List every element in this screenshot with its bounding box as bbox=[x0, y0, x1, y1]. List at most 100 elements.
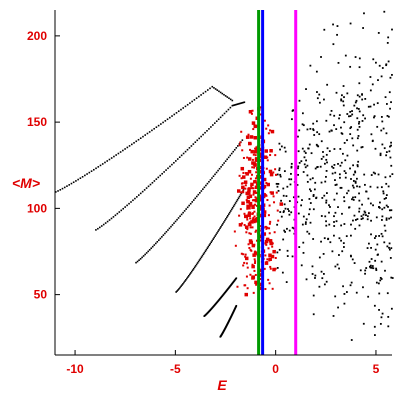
scatter-point bbox=[325, 170, 328, 172]
curve-point bbox=[227, 213, 230, 215]
scatter-point bbox=[316, 144, 319, 147]
red-point bbox=[243, 214, 248, 219]
scatter-point bbox=[369, 76, 372, 78]
scatter-point bbox=[383, 206, 386, 209]
scatter-point bbox=[374, 334, 376, 336]
red-point bbox=[249, 204, 252, 207]
scatter-point bbox=[358, 185, 361, 188]
scatter-point bbox=[350, 281, 353, 284]
red-point bbox=[255, 149, 258, 152]
red-point bbox=[236, 285, 239, 288]
red-point bbox=[241, 201, 245, 206]
red-point bbox=[246, 199, 250, 204]
curve-point bbox=[79, 177, 82, 179]
scatter-point bbox=[325, 192, 328, 194]
red-point bbox=[248, 232, 251, 235]
scatter-point bbox=[372, 204, 374, 207]
curve-point bbox=[171, 163, 173, 166]
scatter-point bbox=[304, 166, 307, 169]
scatter-point bbox=[284, 231, 286, 233]
scatter-point bbox=[389, 156, 392, 159]
scatter-point bbox=[308, 188, 311, 191]
curve-point bbox=[236, 103, 239, 106]
scatter-point bbox=[334, 184, 337, 186]
curve-point bbox=[122, 207, 124, 210]
scatter-point bbox=[318, 93, 321, 96]
red-point bbox=[253, 199, 256, 202]
curve-point bbox=[144, 134, 147, 136]
curve-point bbox=[143, 189, 146, 191]
scatter-point bbox=[318, 285, 321, 288]
scatter-point bbox=[345, 235, 348, 238]
curve-point bbox=[220, 225, 222, 228]
scatter-point bbox=[323, 162, 326, 165]
scatter-point bbox=[290, 162, 293, 165]
curve-point bbox=[241, 139, 244, 141]
red-point bbox=[250, 173, 253, 176]
curve-point bbox=[239, 194, 242, 196]
scatter-point bbox=[315, 143, 318, 146]
scatter-point bbox=[301, 112, 304, 115]
scatter-point bbox=[378, 64, 381, 67]
curve-point bbox=[211, 85, 214, 88]
scatter-point bbox=[297, 195, 300, 198]
scatter-point bbox=[358, 82, 361, 85]
red-point bbox=[248, 239, 253, 243]
curve-point bbox=[230, 152, 233, 155]
curve-point bbox=[226, 214, 229, 217]
scatter-point bbox=[345, 291, 348, 293]
scatter-point bbox=[379, 152, 382, 155]
scatter-point bbox=[290, 165, 293, 168]
scatter-point bbox=[377, 32, 380, 34]
scatter-point bbox=[305, 88, 307, 91]
curve-point bbox=[186, 277, 188, 280]
red-point bbox=[242, 156, 245, 159]
scatter-point bbox=[279, 148, 281, 151]
curve-point bbox=[147, 250, 149, 253]
scatter-point bbox=[288, 200, 291, 202]
red-point bbox=[264, 254, 267, 257]
red-point bbox=[277, 219, 280, 222]
scatter-point bbox=[352, 198, 355, 201]
scatter-point bbox=[320, 158, 323, 160]
red-point bbox=[244, 187, 247, 190]
curve-point bbox=[190, 145, 193, 147]
scatter-point bbox=[341, 212, 343, 215]
scatter-point bbox=[370, 258, 373, 260]
curve-point bbox=[232, 205, 235, 208]
scatter-point bbox=[336, 263, 339, 266]
red-point bbox=[259, 204, 263, 209]
red-point bbox=[255, 147, 258, 150]
scatter-point bbox=[376, 186, 379, 189]
scatter-point bbox=[339, 164, 342, 167]
curve-point bbox=[185, 279, 187, 281]
scatter-point bbox=[388, 217, 391, 220]
scatter-point bbox=[278, 167, 281, 170]
curve-point bbox=[211, 239, 214, 242]
curve-point bbox=[209, 87, 211, 90]
red-point bbox=[255, 158, 259, 162]
scatter-point bbox=[384, 269, 386, 272]
scatter-point bbox=[350, 178, 352, 180]
scatter-point bbox=[378, 206, 381, 209]
red-point bbox=[240, 130, 243, 133]
curve-point bbox=[191, 269, 194, 271]
red-point bbox=[267, 124, 270, 127]
curve-point bbox=[66, 185, 68, 187]
curve-point bbox=[235, 304, 238, 307]
curve-point bbox=[192, 143, 195, 145]
curve-point bbox=[135, 140, 138, 143]
scatter-point bbox=[378, 235, 381, 237]
scatter-point bbox=[325, 224, 328, 227]
scatter-point bbox=[380, 116, 383, 118]
red-point bbox=[247, 188, 251, 192]
curve-point bbox=[217, 118, 220, 121]
scatter-point bbox=[358, 224, 361, 227]
curve-point bbox=[220, 166, 222, 168]
scatter-point bbox=[358, 210, 361, 213]
scatter-point bbox=[384, 176, 387, 179]
red-point bbox=[252, 253, 256, 257]
scatter-point bbox=[373, 237, 376, 239]
scatter-point bbox=[349, 127, 352, 130]
scatter-point bbox=[340, 239, 342, 242]
